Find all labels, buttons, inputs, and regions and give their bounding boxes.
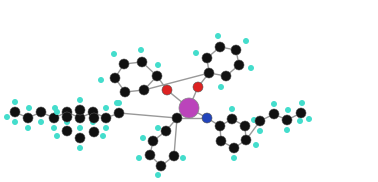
Circle shape [38, 119, 44, 125]
Circle shape [75, 133, 85, 143]
Circle shape [269, 109, 279, 119]
Circle shape [243, 38, 249, 44]
Circle shape [253, 142, 259, 148]
Circle shape [89, 127, 99, 137]
Circle shape [227, 114, 237, 124]
Circle shape [152, 71, 162, 81]
Circle shape [148, 136, 158, 146]
Circle shape [137, 57, 147, 67]
Circle shape [155, 172, 161, 178]
Circle shape [241, 135, 251, 145]
Circle shape [54, 133, 60, 139]
Circle shape [100, 133, 106, 139]
Circle shape [155, 125, 161, 131]
Circle shape [216, 136, 226, 146]
Circle shape [77, 145, 83, 151]
Circle shape [202, 53, 212, 63]
Circle shape [240, 121, 250, 131]
Circle shape [180, 155, 186, 161]
Circle shape [89, 113, 99, 123]
Circle shape [231, 45, 241, 55]
Circle shape [90, 119, 96, 125]
Circle shape [77, 97, 83, 103]
Circle shape [111, 51, 117, 57]
Circle shape [10, 107, 20, 117]
Circle shape [114, 108, 124, 118]
Circle shape [75, 105, 85, 115]
Circle shape [23, 113, 33, 123]
Circle shape [49, 113, 59, 123]
Circle shape [136, 155, 142, 161]
Circle shape [114, 100, 120, 106]
Circle shape [296, 108, 306, 118]
Circle shape [88, 107, 98, 117]
Circle shape [12, 99, 18, 105]
Circle shape [145, 150, 155, 160]
Circle shape [119, 59, 129, 69]
Circle shape [120, 87, 130, 97]
Circle shape [36, 107, 46, 117]
Circle shape [284, 127, 290, 133]
Circle shape [282, 115, 292, 125]
Circle shape [4, 114, 10, 120]
Circle shape [255, 116, 265, 126]
Circle shape [285, 107, 291, 113]
Circle shape [204, 68, 214, 78]
Circle shape [231, 155, 237, 161]
Circle shape [139, 85, 149, 95]
Circle shape [202, 113, 212, 123]
Circle shape [110, 73, 120, 83]
Circle shape [25, 125, 31, 131]
Circle shape [161, 126, 171, 136]
Circle shape [156, 161, 166, 171]
Circle shape [155, 62, 161, 68]
Circle shape [251, 117, 257, 123]
Circle shape [140, 135, 146, 141]
Circle shape [162, 85, 172, 95]
Circle shape [215, 42, 225, 52]
Circle shape [138, 47, 144, 53]
Circle shape [62, 107, 72, 117]
Circle shape [215, 33, 221, 39]
Circle shape [62, 112, 72, 122]
Circle shape [26, 105, 32, 111]
Circle shape [75, 113, 85, 123]
Circle shape [193, 50, 199, 56]
Circle shape [116, 100, 122, 106]
Circle shape [51, 125, 57, 131]
Circle shape [179, 98, 199, 118]
Circle shape [218, 84, 224, 90]
Circle shape [77, 125, 83, 131]
Circle shape [12, 119, 18, 125]
Circle shape [101, 113, 111, 123]
Circle shape [306, 116, 312, 122]
Circle shape [221, 71, 231, 81]
Circle shape [169, 151, 179, 161]
Circle shape [297, 118, 303, 124]
Circle shape [98, 77, 104, 83]
Circle shape [229, 143, 239, 153]
Circle shape [54, 109, 60, 115]
Circle shape [193, 82, 203, 92]
Circle shape [103, 125, 109, 131]
Circle shape [64, 119, 70, 125]
Circle shape [257, 128, 263, 134]
Circle shape [248, 65, 254, 71]
Circle shape [229, 106, 235, 112]
Circle shape [234, 60, 244, 70]
Circle shape [271, 101, 277, 107]
Circle shape [215, 121, 225, 131]
Circle shape [172, 113, 182, 123]
Circle shape [52, 105, 58, 111]
Circle shape [299, 100, 305, 106]
Circle shape [103, 105, 109, 111]
Circle shape [62, 126, 72, 136]
